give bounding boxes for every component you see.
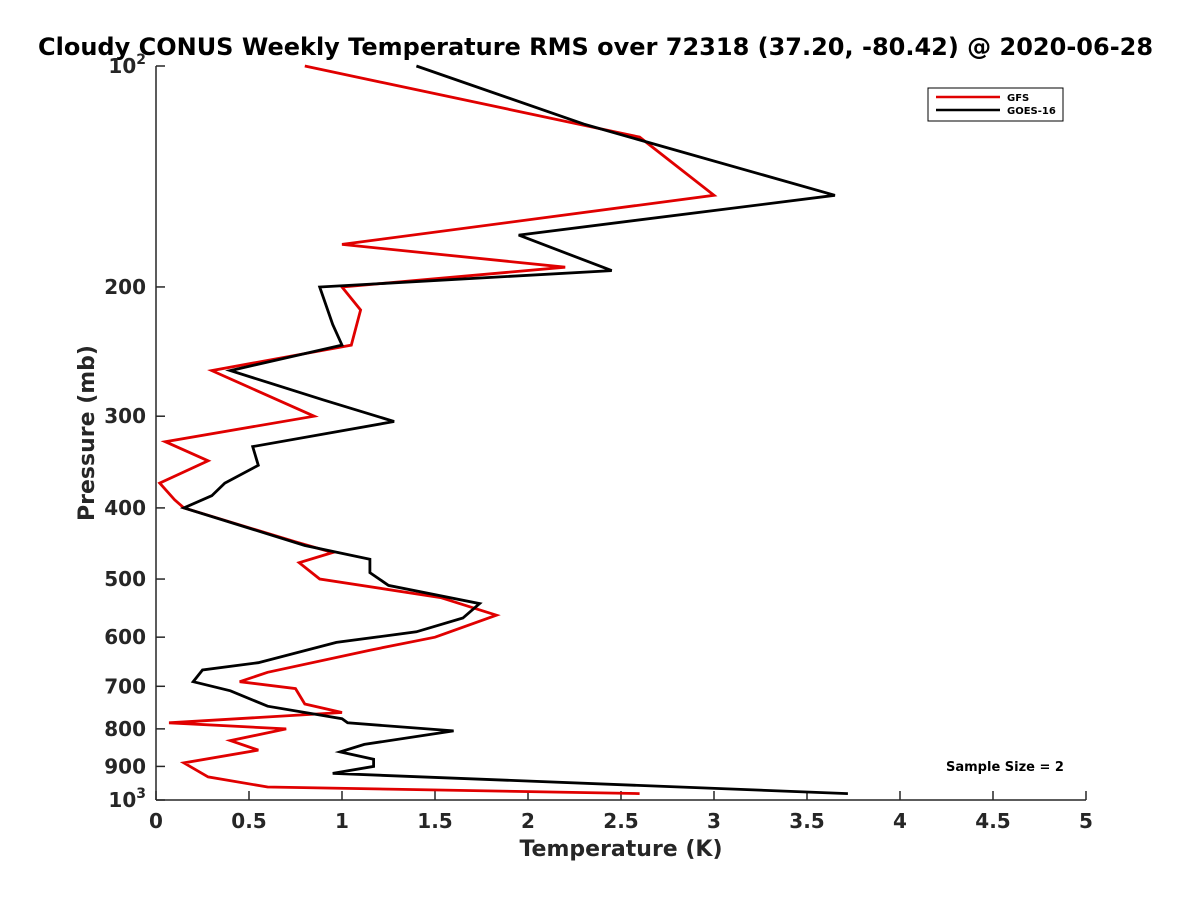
y-tick-label: 400: [104, 496, 146, 520]
y-tick-label: 500: [104, 567, 146, 591]
x-axis-label: Temperature (K): [519, 837, 722, 862]
y-tick-label: 600: [104, 625, 146, 649]
chart-title: Cloudy CONUS Weekly Temperature RMS over…: [38, 33, 1153, 61]
sample-size-annotation: Sample Size = 2: [946, 760, 1064, 775]
x-axis-ticks: 0 0.5 1 1.5 2 2.5 3 3.5 4 4.5 5: [149, 791, 1093, 833]
x-tick-label: 1.5: [417, 809, 452, 833]
y-tick-label: 800: [104, 717, 146, 741]
y-tick-label: 700: [104, 674, 146, 698]
x-tick-label: 3: [707, 809, 721, 833]
legend: GFS GOES-16: [927, 87, 1064, 122]
x-tick-label: 2.5: [603, 809, 638, 833]
y-axis-ticks: 102 200 300 400 500 600 700 800 900 103: [104, 52, 165, 812]
series-line-gfs: [157, 64, 718, 795]
y-axis-label: Pressure (mb): [75, 345, 100, 521]
y-tick-label: 200: [104, 275, 146, 299]
plot-area: [156, 66, 1086, 800]
x-tick-label: 0.5: [231, 809, 266, 833]
x-tick-label: 5: [1079, 809, 1093, 833]
x-tick-label: 4: [893, 809, 907, 833]
legend-label-gfs: GFS: [1007, 93, 1029, 104]
legend-label-goes16: GOES-16: [1007, 106, 1056, 117]
x-tick-label: 4.5: [975, 809, 1010, 833]
y-tick-label: 300: [104, 404, 146, 428]
legend-box: [927, 87, 1064, 122]
x-tick-label: 0: [149, 809, 163, 833]
x-tick-label: 2: [521, 809, 535, 833]
y-tick-label: 103: [108, 786, 146, 812]
x-tick-label: 1: [335, 809, 349, 833]
series-line-goes-16: [179, 64, 848, 795]
x-tick-label: 3.5: [789, 809, 824, 833]
y-tick-label: 102: [108, 52, 146, 78]
y-tick-label: 900: [104, 754, 146, 778]
series-layer: [157, 64, 848, 795]
